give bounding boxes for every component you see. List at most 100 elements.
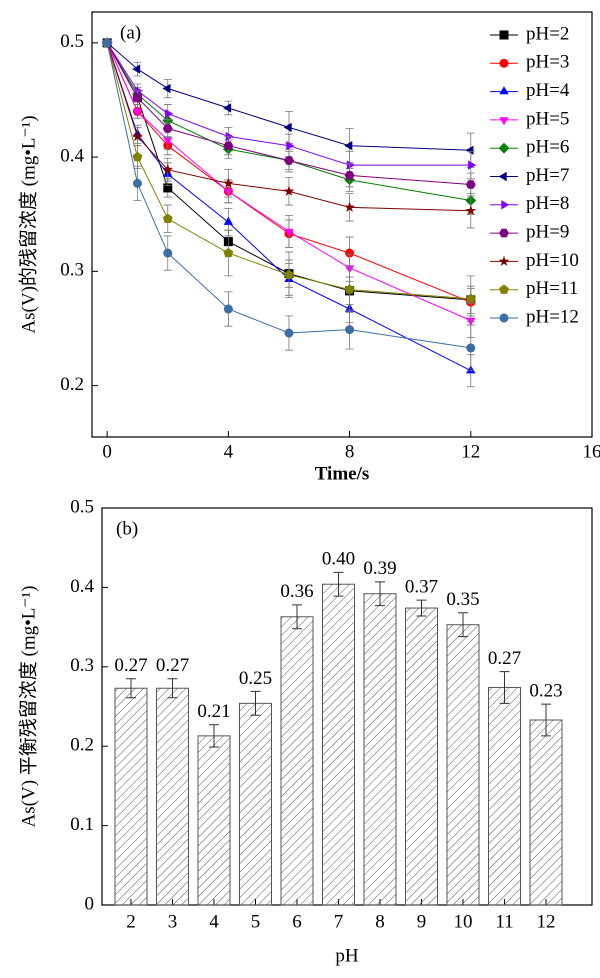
data-point <box>132 151 143 162</box>
x-tick-label: 12 <box>537 911 556 932</box>
data-point <box>284 328 294 338</box>
error-bar <box>541 703 551 737</box>
data-point <box>344 141 353 151</box>
legend-label: pH=12 <box>526 306 579 327</box>
data-point <box>344 171 355 180</box>
bar <box>405 607 438 906</box>
x-tick-label: 4 <box>209 911 219 932</box>
y-tick-label: 0.2 <box>70 735 94 756</box>
data-point <box>284 269 294 279</box>
x-tick-label: 0 <box>102 441 112 462</box>
x-tick-label: 5 <box>251 911 261 932</box>
legend-label: pH=6 <box>526 137 569 158</box>
data-point <box>132 93 143 102</box>
error-bar <box>499 671 510 704</box>
y-tick-label: 0 <box>85 893 95 914</box>
data-point <box>465 180 476 189</box>
data-label: 0.37 <box>405 576 438 597</box>
legend-label: pH=11 <box>526 278 578 299</box>
error-bar <box>458 612 468 638</box>
bar <box>363 593 397 906</box>
annotation: (b) <box>116 518 138 539</box>
bar <box>488 686 521 906</box>
x-tick-label: 2 <box>126 911 136 932</box>
bar <box>446 624 480 906</box>
data-point <box>465 293 476 303</box>
legend-label: pH=8 <box>526 193 569 214</box>
data-label: 0.27 <box>488 648 521 669</box>
data-point <box>283 185 295 196</box>
x-tick-label: 11 <box>495 911 513 932</box>
data-point <box>163 248 173 258</box>
error-bar <box>126 678 136 699</box>
data-point <box>162 83 171 94</box>
y-axis-label: As(V) 平衡残留浓度 (mg•L⁻¹) <box>17 586 39 828</box>
data-point <box>223 141 234 150</box>
annotation: (a) <box>120 22 141 43</box>
data-point <box>162 213 173 223</box>
data-point <box>223 304 233 314</box>
error-bar <box>250 690 261 716</box>
data-point <box>346 160 355 170</box>
error-bar <box>416 599 427 617</box>
data-point <box>344 284 355 294</box>
data-point <box>223 103 232 113</box>
legend-label: pH=9 <box>526 221 569 242</box>
y-tick-label: 0.3 <box>70 655 94 676</box>
data-label: 0.39 <box>363 558 396 579</box>
y-tick-label: 0.1 <box>70 814 94 835</box>
x-tick-label: 8 <box>375 911 385 932</box>
data-point <box>165 109 174 119</box>
legend-label: pH=2 <box>526 23 569 44</box>
data-point <box>223 216 233 225</box>
data-point <box>466 343 476 353</box>
data-point <box>284 156 294 165</box>
x-tick-label: 9 <box>417 911 427 932</box>
data-point <box>344 201 355 212</box>
bar <box>529 719 563 906</box>
legend-label: pH=4 <box>526 80 570 101</box>
x-tick-label: 4 <box>224 441 234 462</box>
data-point <box>102 38 112 48</box>
data-point <box>345 248 355 258</box>
y-tick-label: 0.2 <box>60 374 84 395</box>
data-point <box>284 228 294 237</box>
error-bar <box>209 724 219 748</box>
x-tick-label: 6 <box>292 911 302 932</box>
data-point <box>465 205 477 216</box>
legend-marker <box>499 117 509 126</box>
data-label: 0.36 <box>280 581 313 602</box>
bar <box>280 616 314 906</box>
error-bar <box>167 678 178 699</box>
legend-marker <box>499 228 509 238</box>
legend-label: pH=7 <box>526 165 569 186</box>
bar <box>197 735 231 906</box>
data-point <box>283 122 292 133</box>
data-label: 0.25 <box>239 668 272 689</box>
plot-frame-a <box>91 11 593 438</box>
x-axis-label: pH <box>335 945 359 966</box>
y-tick-label: 0.4 <box>60 145 84 166</box>
legend-marker <box>499 86 509 95</box>
error-bar <box>375 581 385 607</box>
data-label: 0.23 <box>529 680 562 701</box>
data-point <box>286 141 295 151</box>
legend-label: pH=5 <box>526 108 569 129</box>
x-tick-label: 12 <box>461 441 480 462</box>
data-point <box>132 64 141 74</box>
x-axis-label: Time/s <box>315 463 370 484</box>
y-tick-label: 0.5 <box>60 31 84 52</box>
data-point <box>162 124 173 133</box>
x-tick-label: 3 <box>168 911 178 932</box>
y-tick-label: 0.4 <box>70 576 94 597</box>
legend-label: pH=3 <box>526 52 569 73</box>
data-label: 0.27 <box>114 655 147 676</box>
data-point <box>132 130 143 142</box>
bar <box>114 687 148 906</box>
data-point <box>132 108 143 117</box>
data-point <box>223 177 234 188</box>
bar <box>156 687 189 906</box>
data-point <box>132 178 142 188</box>
data-point <box>468 160 477 170</box>
